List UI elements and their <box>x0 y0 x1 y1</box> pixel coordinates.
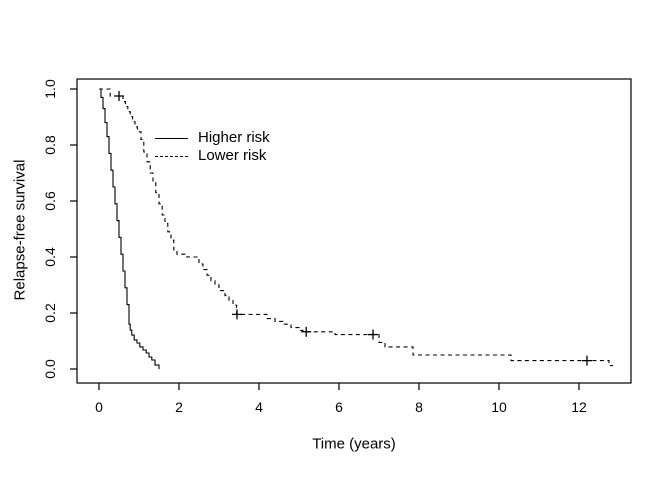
x-axis-title: Time (years) <box>312 435 396 453</box>
legend-line-sample-dashed <box>155 155 188 157</box>
x-axis-tick-label: 6 <box>335 399 343 415</box>
censor-mark <box>232 309 242 320</box>
y-axis-tick-label: 0.8 <box>42 135 58 155</box>
y-axis-tick-label: 0.6 <box>42 191 58 211</box>
x-axis-tick-label: 4 <box>255 399 263 415</box>
censor-mark <box>582 355 592 366</box>
legend: Higher risk Lower risk <box>155 129 270 165</box>
y-axis-tick-label: 0.4 <box>42 247 58 267</box>
y-axis-tick-label: 0.0 <box>42 359 58 379</box>
x-axis-tick-label: 8 <box>415 399 423 415</box>
y-axis-title: Relapse-free survival <box>11 159 29 301</box>
legend-label-higher-risk: Higher risk <box>198 129 270 146</box>
legend-line-sample-solid <box>155 137 188 139</box>
y-axis-tick-label: 0.2 <box>42 303 58 323</box>
y-axis-tick-label: 1.0 <box>42 79 58 99</box>
legend-row-higher-risk: Higher risk <box>155 129 270 147</box>
censor-mark <box>301 326 312 337</box>
x-axis-tick-label: 10 <box>491 399 507 415</box>
x-axis-tick-label: 12 <box>571 399 587 415</box>
x-axis-tick-label: 0 <box>95 399 103 415</box>
censor-mark <box>368 329 378 340</box>
survival-curve-higher-risk <box>99 88 160 369</box>
legend-label-lower-risk: Lower risk <box>198 147 267 164</box>
legend-row-lower-risk: Lower risk <box>155 147 270 165</box>
survival-curve-lower-risk <box>99 88 613 367</box>
plot-box <box>76 78 632 384</box>
censor-mark <box>114 90 124 101</box>
x-axis-tick-label: 2 <box>175 399 183 415</box>
